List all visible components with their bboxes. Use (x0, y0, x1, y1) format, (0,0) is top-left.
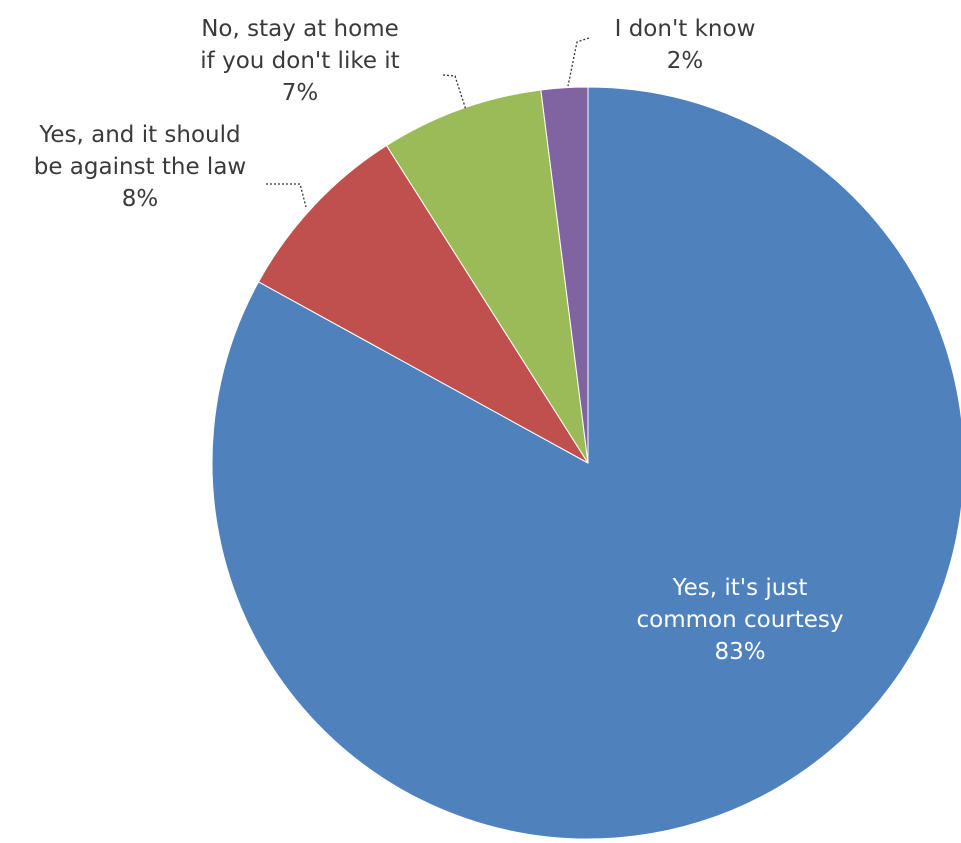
slice-value-label: 7% (282, 80, 319, 106)
leader-line-2 (442, 74, 467, 111)
pie-slice-0 (211, 86, 961, 840)
leader-line-3 (567, 37, 590, 87)
slice-label-line: I don't know (615, 16, 756, 42)
pie-slice-1 (257, 144, 589, 464)
slice-value-label: 83% (714, 639, 765, 665)
slice-label-line: No, stay at home (201, 16, 399, 42)
pie-slice-2 (385, 89, 589, 464)
slice-label-0: Yes, it's just common courtesy 83% (637, 575, 844, 665)
slice-label-line: be against the law (34, 154, 246, 180)
slice-value-label: 8% (122, 186, 159, 212)
slice-label-3: I don't know 2% (615, 16, 756, 74)
slice-label-line: common courtesy (637, 607, 844, 633)
slice-label-line: Yes, and it should (38, 122, 240, 148)
slice-label-1: Yes, and it should be against the law 8% (34, 122, 246, 212)
slice-label-2: No, stay at home if you don't like it 7% (200, 16, 399, 106)
slice-label-line: if you don't like it (200, 48, 399, 74)
slice-value-label: 2% (667, 48, 704, 74)
leader-line-1 (266, 183, 307, 208)
pie-slice-3 (540, 86, 589, 464)
slice-label-line: Yes, it's just (672, 575, 808, 601)
